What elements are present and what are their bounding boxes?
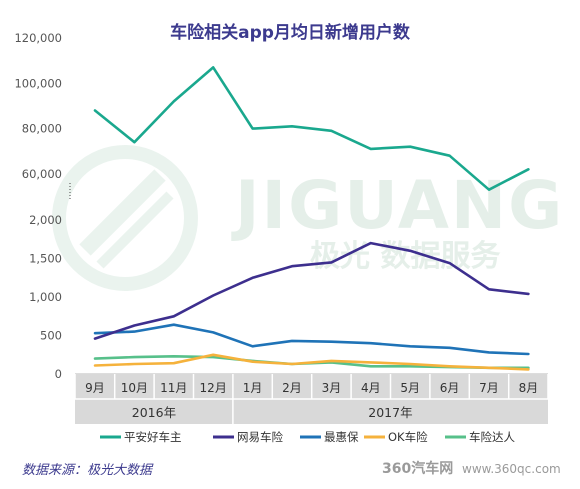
y-tick-label: 120,000 [14,31,62,45]
x-tick-label: 1月 [243,381,263,395]
x-tick-label: 9月 [85,381,105,395]
jiguang-logo-icon [52,145,198,291]
site-logo: 360汽车网 www.360qc.com [382,460,561,477]
y-tick-label: 60,000 [22,167,62,181]
series-layer [93,66,530,371]
chart-title: 车险相关app月均日新增用户数 [170,22,411,43]
y-tick-label: 0 [55,367,62,381]
watermark-tagline: 极光 数据服务 [310,239,500,274]
x-tick-label: 12月 [200,381,227,395]
x-tick-label: 4月 [361,381,381,395]
x-tick-label: 5月 [400,381,420,395]
y-axis-upper: 120,000 100,000 80,000 60,000 [14,31,62,181]
legend: 平安好车主 网易车险 最惠保 OK车险 车险达人 [100,430,515,444]
y-tick-label: 1,500 [29,252,62,266]
x-tick-label: 8月 [519,381,539,395]
x-tick-label: 11月 [160,381,187,395]
x-tick-label: 6月 [440,381,460,395]
legend-label: OK车险 [388,430,428,444]
source-note: 数据来源：极光大数据 [22,463,154,478]
watermark-brand: JIGUANG [231,167,564,244]
legend-label: 车险达人 [469,430,515,444]
y-tick-label: 2,000 [29,213,62,227]
series-line [93,323,530,356]
y-tick-label: 500 [40,329,62,343]
legend-label: 平安好车主 [124,430,182,444]
period-label: 2016年 [132,405,176,420]
site-logo-text: 360汽车网 [382,460,453,477]
site-url: www.360qc.com [462,462,561,476]
series-line [93,66,530,191]
x-tick-label: 3月 [322,381,342,395]
period-label: 2017年 [368,405,412,420]
y-axis-lower: 2,000 1,500 1,000 500 0 [29,213,62,381]
legend-label: 网易车险 [237,430,283,444]
series-line [93,241,530,340]
series-line [93,353,530,371]
y-tick-label: 100,000 [14,76,62,90]
x-tick-label: 7月 [479,381,499,395]
y-tick-label: 1,000 [29,290,62,304]
x-tick-label: 2月 [282,381,302,395]
x-tick-label: 10月 [121,381,148,395]
category-axis: 9月 10月 11月 12月 1月 2月 3月 4月 5月 6月 7月 8月 2016年 2017年 [74,374,549,424]
legend-label: 最惠保 [324,430,359,444]
y-tick-label: 80,000 [22,122,62,136]
